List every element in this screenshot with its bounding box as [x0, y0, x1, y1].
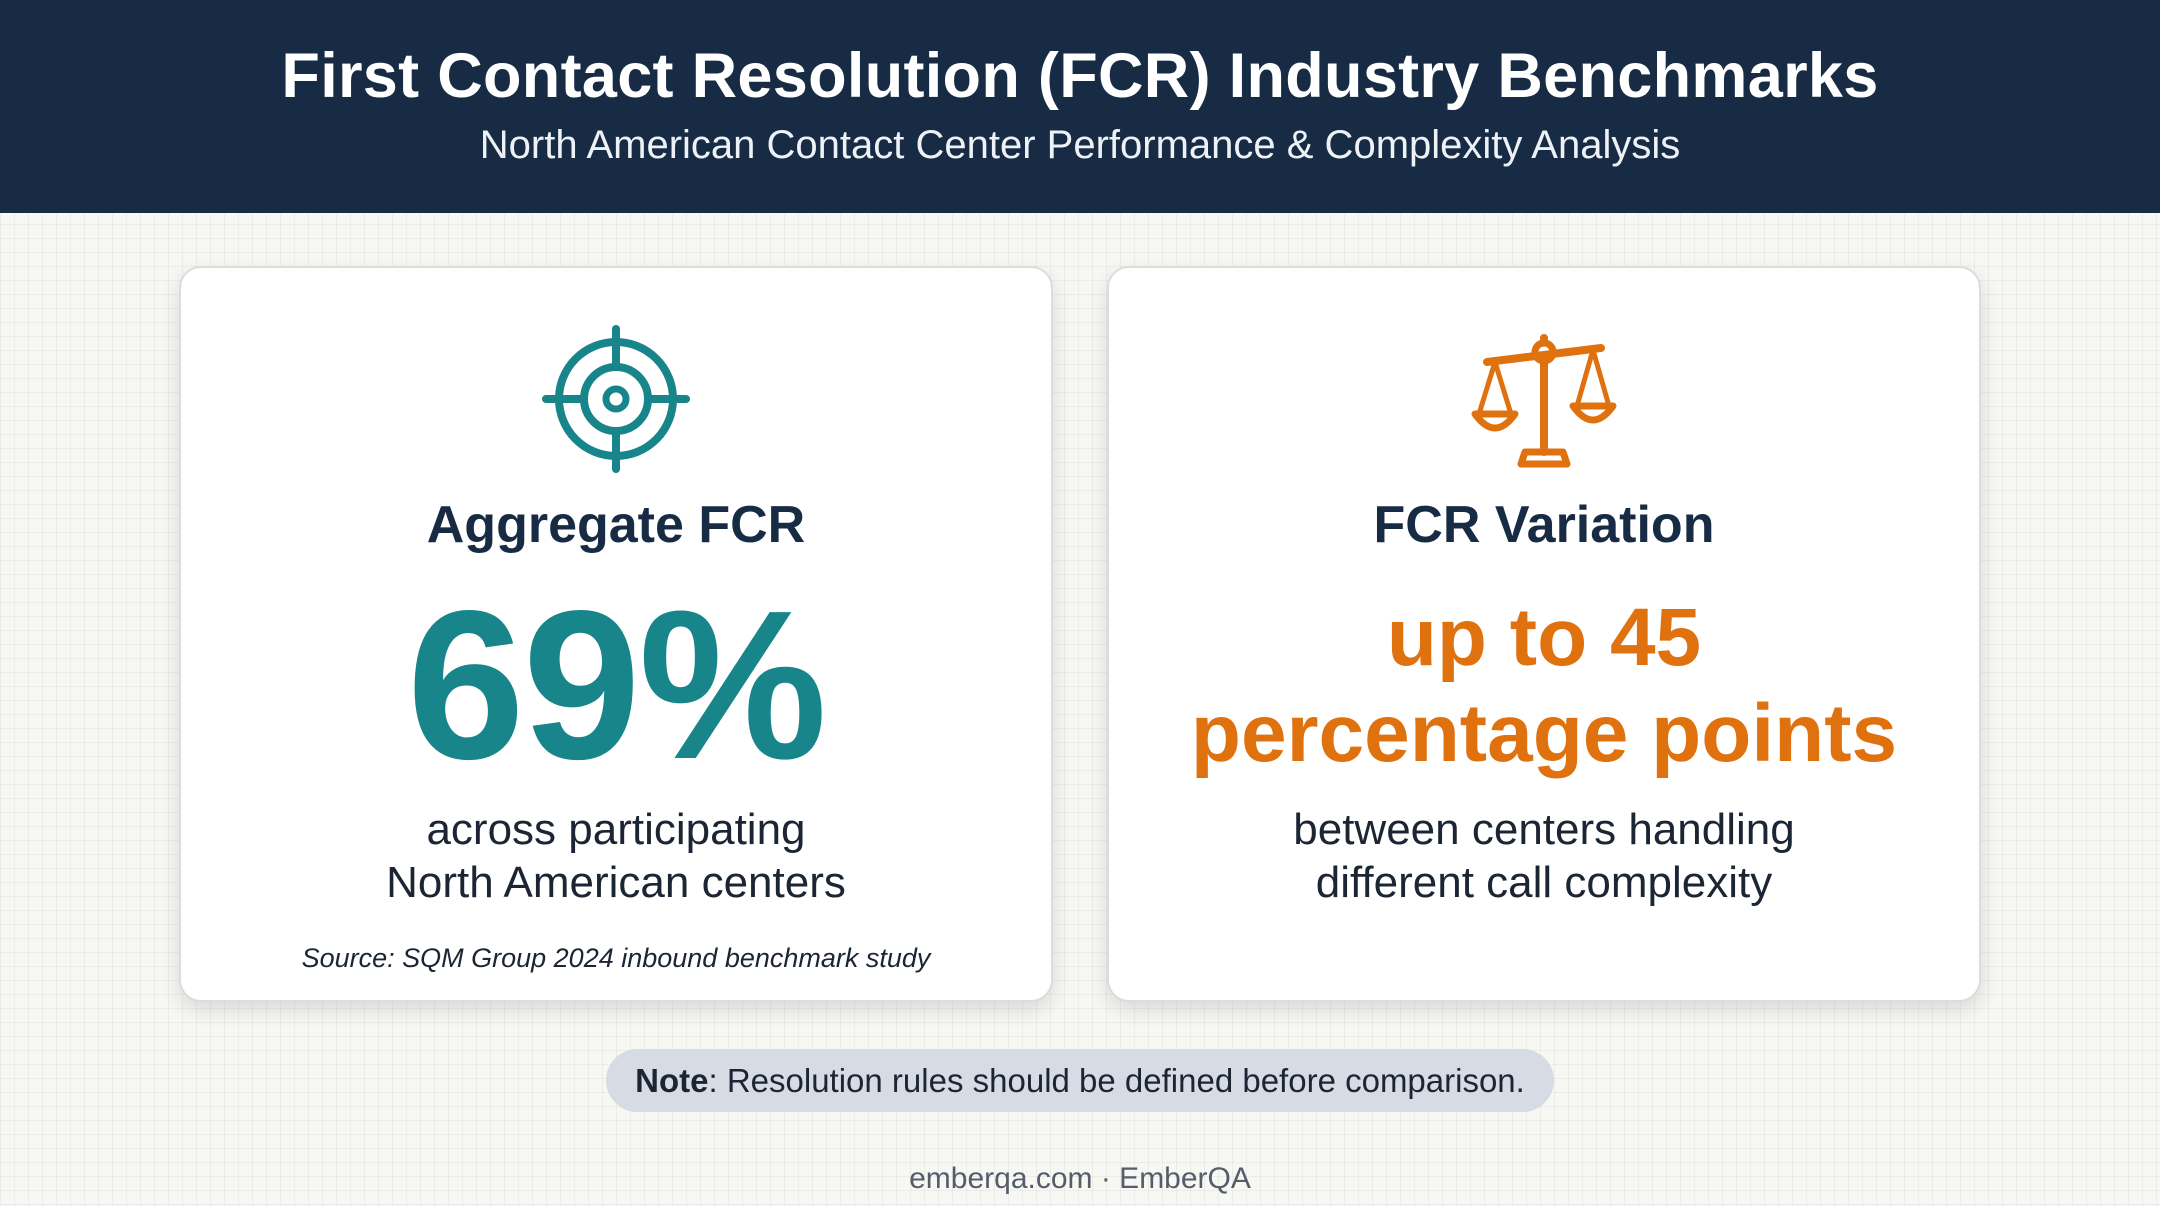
stat-line: percentage points: [1190, 688, 1898, 779]
aggregate-fcr-value: 69%: [406, 566, 827, 803]
header-banner: First Contact Resolution (FCR) Industry …: [0, 0, 2160, 213]
fcr-variation-value: up to 45 percentage points: [1109, 590, 1979, 782]
aggregate-fcr-description: across participating North American cent…: [181, 803, 1051, 909]
fcr-variation-description: between centers handling different call …: [1109, 803, 1979, 909]
note-label: Note: [635, 1062, 709, 1099]
description-line: across participating: [426, 805, 806, 854]
description-line: different call complexity: [1315, 858, 1773, 907]
aggregate-fcr-card: Aggregate FCR 69% across participating N…: [179, 266, 1053, 1002]
page-title: First Contact Resolution (FCR) Industry …: [281, 41, 1879, 111]
description-line: between centers handling: [1293, 805, 1795, 854]
source-citation: Source: SQM Group 2024 inbound benchmark…: [301, 943, 931, 973]
stat-line: up to 45: [1386, 592, 1702, 683]
page-subtitle: North American Contact Center Performanc…: [479, 123, 1681, 167]
footer-credit: emberqa.com · EmberQA: [909, 1162, 1251, 1195]
fcr-variation-heading: FCR Variation: [1373, 496, 1715, 554]
target-icon: [542, 325, 690, 473]
scales-icon: [1471, 334, 1617, 468]
note-text: : Resolution rules should be defined bef…: [708, 1062, 1525, 1099]
aggregate-fcr-heading: Aggregate FCR: [426, 496, 806, 554]
description-line: North American centers: [386, 858, 846, 907]
fcr-variation-card: FCR Variation up to 45 percentage points…: [1107, 266, 1981, 1002]
note-banner: Note: Resolution rules should be defined…: [606, 1049, 1554, 1112]
